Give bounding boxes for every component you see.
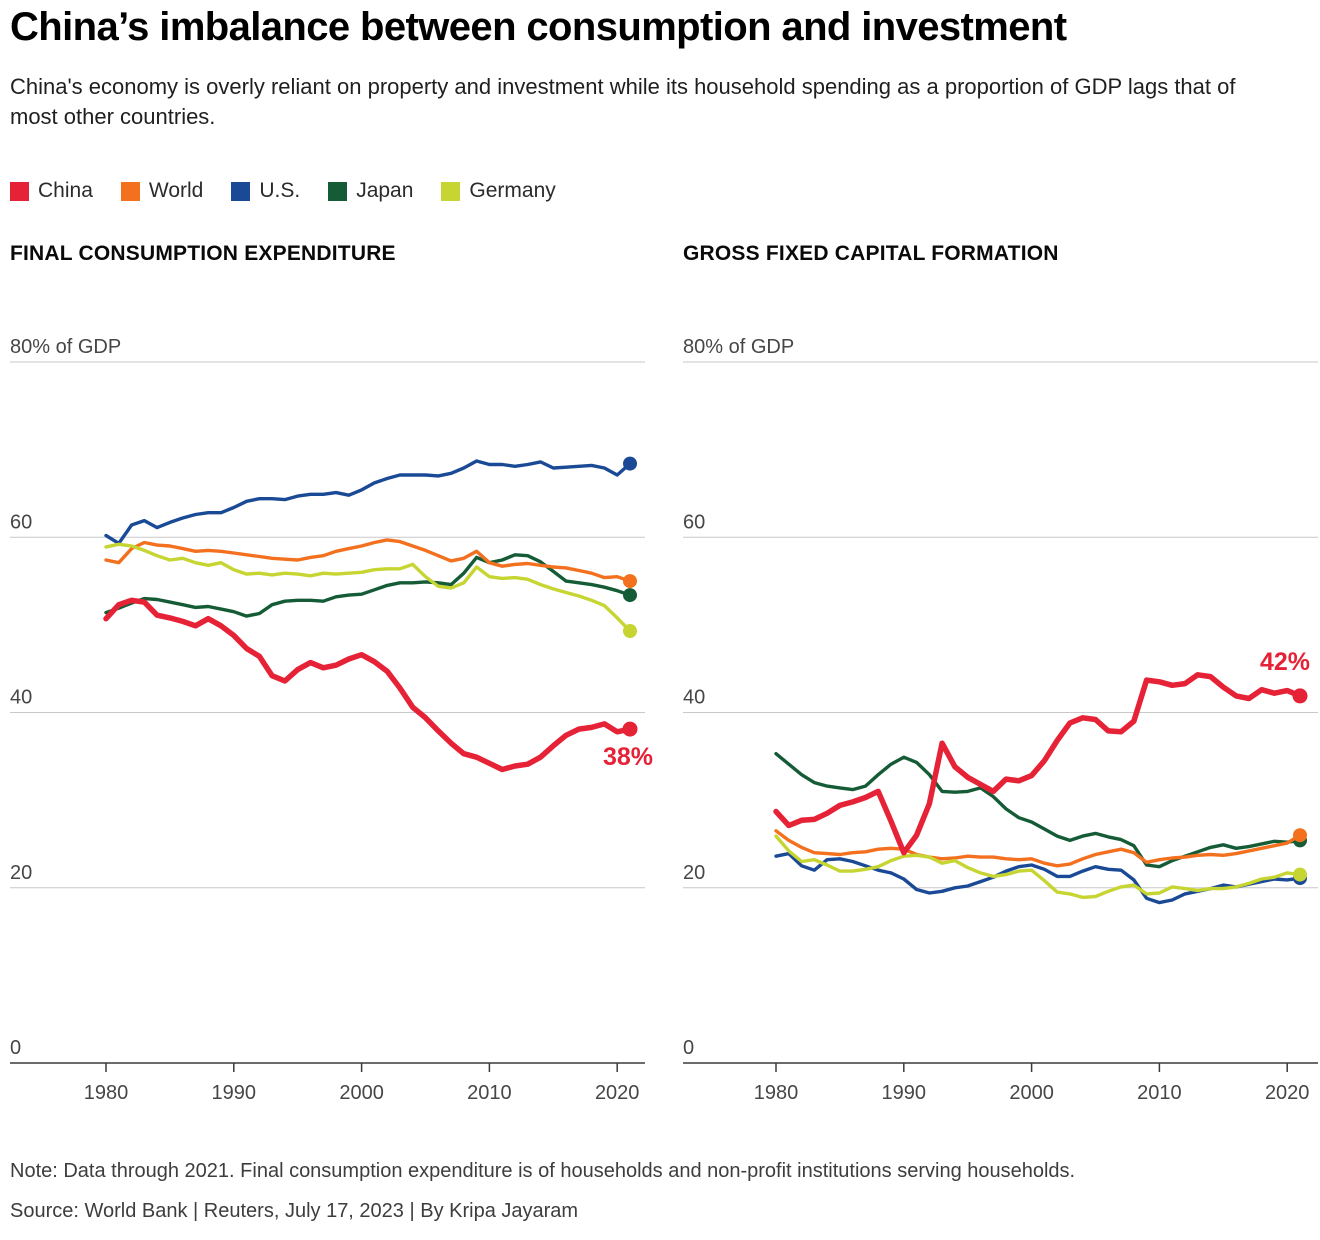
line-germany <box>104 542 632 633</box>
legend-swatch-us <box>231 181 251 201</box>
legend-label-japan: Japan <box>356 179 414 202</box>
footer-source: Source: World Bank | Reuters, July 17, 2… <box>10 1200 579 1222</box>
legend-item-us: U.S. <box>231 179 300 203</box>
page-title: China’s imbalance between consumption an… <box>10 5 1067 49</box>
legend-label-china: China <box>38 179 93 202</box>
gridline-label-60: 60 <box>10 511 32 533</box>
legend-swatch-germany <box>441 181 461 201</box>
end-dot-us <box>623 456 637 471</box>
end-dot-germany <box>1293 867 1307 882</box>
gridline-label-0: 0 <box>10 1037 21 1059</box>
chart-capital-formation: 0 20 40 60 80% of GDP 1980 1990 2000 2010 2020 42% <box>683 336 1318 1104</box>
end-dot-china <box>1292 688 1308 704</box>
x-tick-label-2000: 2000 <box>339 1082 384 1104</box>
end-dot-germany <box>623 624 637 638</box>
legend-item-world: World <box>120 179 204 203</box>
x-tick-label-1990: 1990 <box>882 1082 927 1104</box>
chart-title-capital-formation: GROSS FIXED CAPITAL FORMATION <box>683 242 1059 265</box>
line-world <box>104 538 632 583</box>
line-japan <box>104 553 632 618</box>
gridline-label-80: 80% of GDP <box>683 336 794 358</box>
legend-swatch-world <box>120 181 140 201</box>
gridline-label-40: 40 <box>683 687 705 709</box>
gridline-label-0: 0 <box>683 1037 694 1059</box>
x-tick-label-2000: 2000 <box>1009 1082 1054 1104</box>
legend-item-china: China <box>10 179 93 203</box>
end-dot-china <box>622 721 638 737</box>
legend-item-japan: Japan <box>328 179 413 203</box>
line-us <box>104 459 632 546</box>
x-tick-label-1980: 1980 <box>754 1082 799 1104</box>
gridline-label-60: 60 <box>683 511 705 533</box>
x-tick-label-1980: 1980 <box>84 1082 129 1104</box>
legend-swatch-japan <box>328 181 348 201</box>
legend-item-germany: Germany <box>441 179 556 203</box>
line-world <box>774 829 1302 868</box>
legend: China World U.S. Japan Germany <box>10 179 556 203</box>
legend-label-us: U.S. <box>259 179 301 202</box>
x-tick-label-2020: 2020 <box>595 1082 640 1104</box>
line-china <box>103 597 633 773</box>
legend-swatch-china <box>10 181 29 201</box>
gridline-label-80: 80% of GDP <box>10 336 121 358</box>
end-dot-world <box>623 574 637 589</box>
gridline-label-40: 40 <box>10 687 32 709</box>
x-tick-label-1990: 1990 <box>212 1082 257 1104</box>
x-tick-label-2010: 2010 <box>467 1082 512 1104</box>
x-tick-label-2020: 2020 <box>1265 1082 1310 1104</box>
legend-label-germany: Germany <box>469 179 556 202</box>
gridline-label-20: 20 <box>683 862 705 884</box>
line-germany <box>774 834 1302 900</box>
footer-note: Note: Data through 2021. Final consumpti… <box>10 1160 1076 1182</box>
line-china <box>773 672 1303 856</box>
chart-title-consumption: FINAL CONSUMPTION EXPENDITURE <box>10 242 396 265</box>
chart-consumption: 0 20 40 60 80% of GDP 1980 1990 2000 2010 2020 38% <box>10 336 653 1104</box>
page-subtitle: China's economy is overly reliant on pro… <box>10 74 1236 129</box>
line-japan <box>774 752 1302 869</box>
gridline-label-20: 20 <box>10 862 32 884</box>
end-label-china: 38% <box>603 743 653 771</box>
end-dot-japan <box>623 588 637 603</box>
legend-label-world: World <box>148 179 204 202</box>
end-label-china: 42% <box>1260 648 1310 676</box>
end-dot-world <box>1293 828 1307 843</box>
x-tick-label-2010: 2010 <box>1137 1082 1182 1104</box>
